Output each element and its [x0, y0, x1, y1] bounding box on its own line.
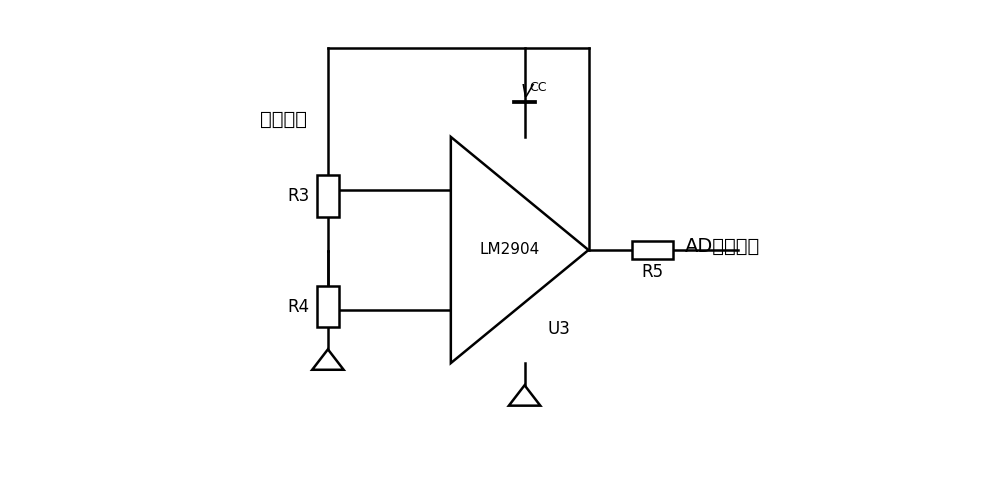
- Polygon shape: [509, 385, 540, 406]
- Text: V: V: [521, 82, 533, 100]
- Bar: [317, 176, 339, 216]
- Text: LM2904: LM2904: [480, 242, 540, 258]
- Text: AD采样管脚: AD采样管脚: [684, 236, 760, 256]
- Text: CC: CC: [529, 81, 547, 94]
- Bar: [317, 286, 339, 327]
- Text: R5: R5: [641, 263, 663, 281]
- Text: R3: R3: [287, 187, 310, 205]
- Polygon shape: [312, 350, 344, 370]
- Text: R4: R4: [287, 298, 309, 316]
- Text: 采样电压: 采样电压: [260, 110, 307, 129]
- Text: U3: U3: [548, 320, 570, 338]
- Bar: [632, 241, 673, 259]
- Polygon shape: [451, 137, 589, 363]
